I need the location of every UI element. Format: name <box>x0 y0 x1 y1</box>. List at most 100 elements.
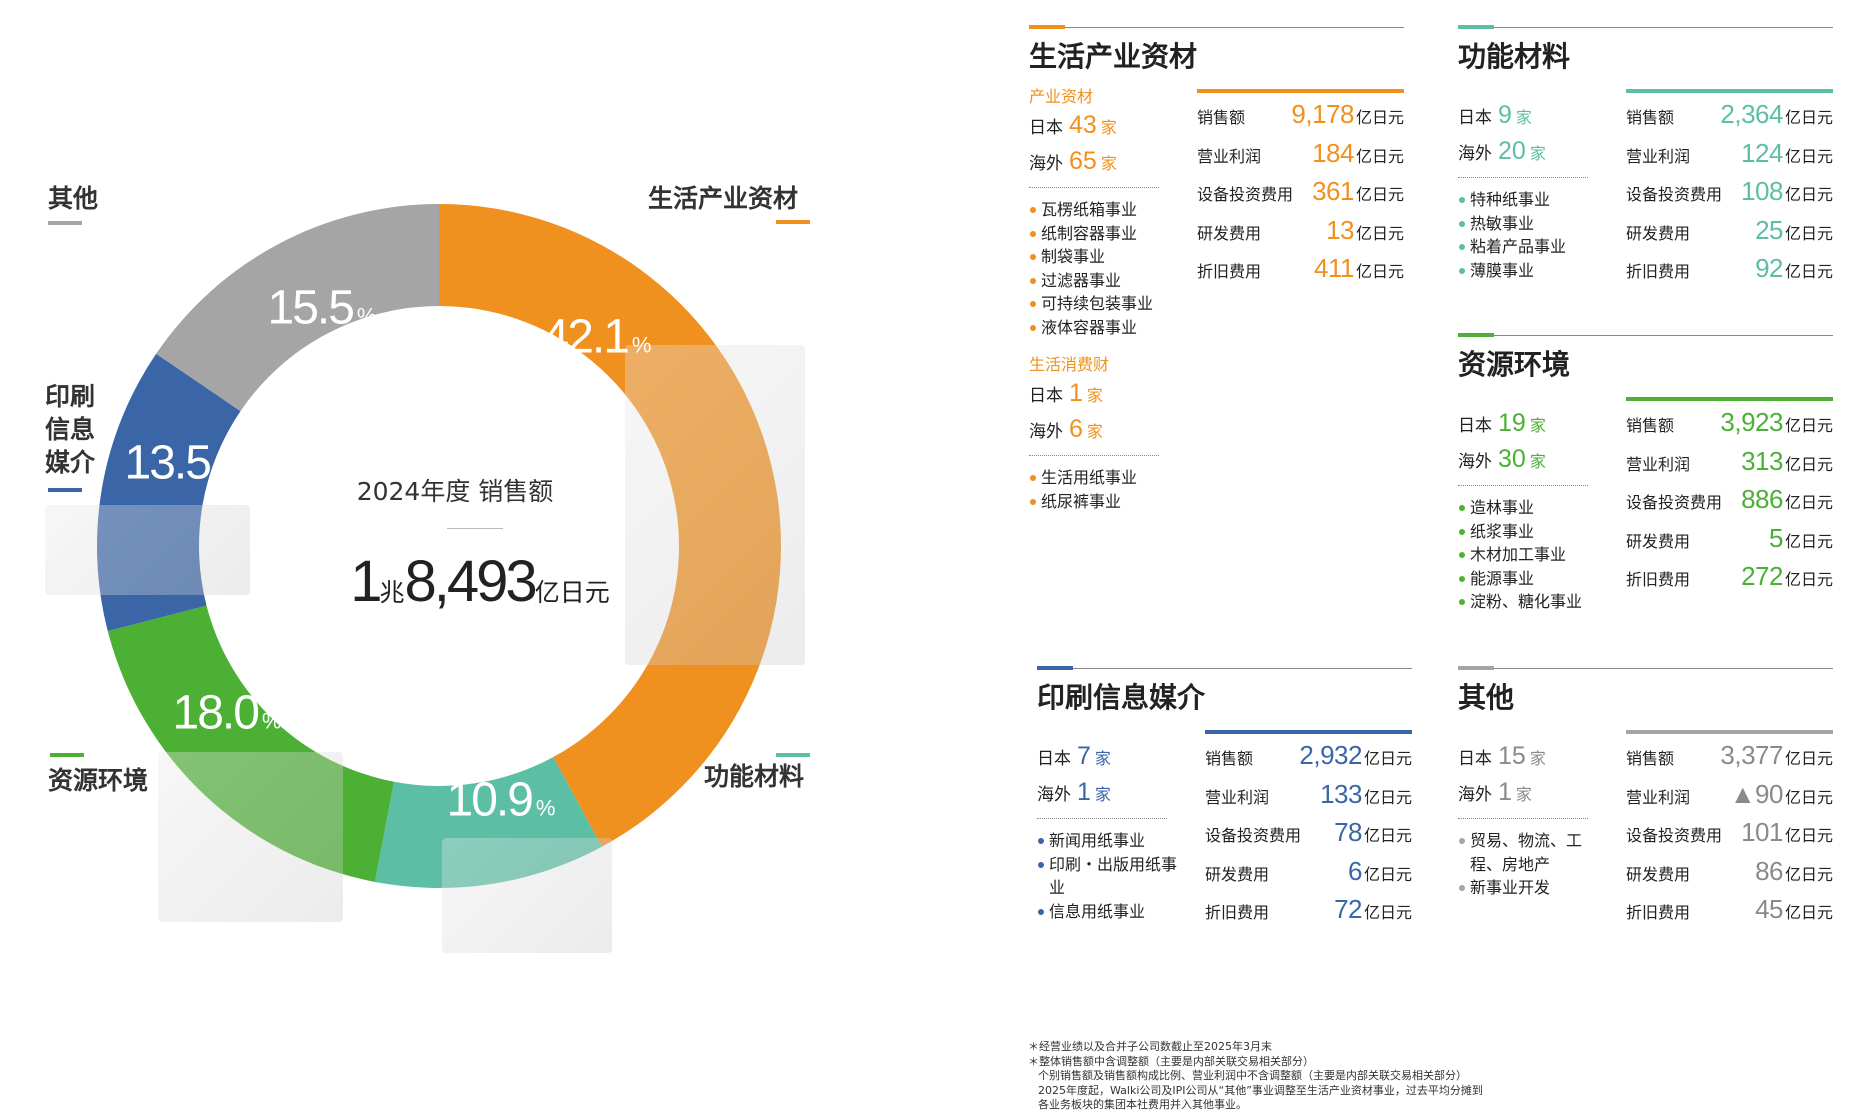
stat-label: 销售额 <box>1626 416 1675 435</box>
business-item: 薄膜事业 <box>1458 259 1598 283</box>
panel-accent <box>1458 25 1494 29</box>
stat-unit: 亿日元 <box>1784 570 1833 589</box>
stat-value: 72 <box>1334 894 1362 924</box>
slice-percent-label: 10.9% <box>447 773 556 828</box>
stat-unit: 亿日元 <box>1784 108 1833 127</box>
total-sales: 1兆8,493亿日元 <box>330 548 630 615</box>
region-label: 日本 <box>1458 108 1492 128</box>
business-list: 新闻用纸事业 印刷・出版用纸事业 信息用纸事业 <box>1037 829 1177 923</box>
business-list: 特种纸事业 热敏事业 粘着产品事业 薄膜事业 <box>1458 188 1598 282</box>
stat-value: 6 <box>1348 855 1362 886</box>
stat-value: 78 <box>1334 817 1362 847</box>
business-item: 瓦楞纸箱事业 <box>1029 198 1169 222</box>
donut-label-func: 功能材料 <box>704 762 805 791</box>
stat-row: 营业利润 ▲90 亿日元 <box>1626 779 1833 818</box>
stat-value: 272 <box>1741 561 1783 591</box>
donut-slice-3 <box>97 353 241 632</box>
region-label: 日本 <box>1037 749 1071 769</box>
company-count-overseas: 海外 20 家 <box>1458 135 1598 171</box>
stat-unit: 亿日元 <box>1355 223 1404 243</box>
company-count-japan: 日本 7 家 <box>1037 740 1177 776</box>
stat-label: 营业利润 <box>1205 787 1270 807</box>
footnote: 2025年度起，Walki公司及IPI公司从“其他”事业调整至生活产业资材事业，… <box>1038 1083 1483 1097</box>
stat-value: 108 <box>1741 176 1783 206</box>
business-item: 纸尿裤事业 <box>1029 490 1169 514</box>
stat-value: 886 <box>1741 484 1783 514</box>
stat-row: 研发费用 13 亿日元 <box>1197 215 1404 254</box>
stat-row: 研发费用 6 亿日元 <box>1205 856 1412 895</box>
region-label: 海外 <box>1458 144 1492 164</box>
stat-value: 9,178 <box>1291 99 1354 129</box>
panel-title: 其他 <box>1458 681 1515 714</box>
business-item: 纸制容器事业 <box>1029 222 1169 246</box>
stat-label: 折旧费用 <box>1205 903 1270 922</box>
company-count-overseas: 海外 65 家 <box>1029 145 1169 181</box>
stats-rule <box>1626 730 1833 734</box>
stat-row: 设备投资费用 108 亿日元 <box>1626 176 1833 215</box>
stat-label: 营业利润 <box>1626 454 1691 474</box>
company-count-overseas: 海外 6 家 <box>1029 413 1169 449</box>
stat-unit: 亿日元 <box>1784 185 1833 204</box>
stat-value: 2,932 <box>1299 740 1362 770</box>
stat-label: 销售额 <box>1197 108 1246 127</box>
business-list: 生活用纸事业 纸尿裤事业 <box>1029 466 1169 513</box>
business-item: 特种纸事业 <box>1458 188 1598 212</box>
stat-unit: 亿日元 <box>1784 749 1833 768</box>
panel-title: 生活产业资材 <box>1029 40 1198 73</box>
donut-label-life: 生活产业资材 <box>648 184 799 213</box>
label-bar <box>776 753 810 757</box>
percent-unit: % <box>535 795 556 821</box>
count-unit: 家 <box>1529 144 1546 163</box>
stats-table: 销售额 2,932 亿日元 营业利润 133 亿日元 设备投资费用 78 亿日元 研发费用 6 亿日元… <box>1205 730 1412 933</box>
stats-rule <box>1205 730 1412 734</box>
footnote: ＊整体销售额中含调整额（主要是内部关联交易相关部分） <box>1028 1054 1314 1068</box>
stat-row: 营业利润 313 亿日元 <box>1626 446 1833 485</box>
company-count-overseas: 海外 1 家 <box>1458 776 1598 812</box>
stat-label: 设备投资费用 <box>1205 826 1302 845</box>
panel-rule <box>1458 668 1833 669</box>
footnote: 个别销售额及销售额构成比例、营业利润中不含调整额（主要是内部关联交易相关部分） <box>1038 1069 1467 1082</box>
donut-label-print-text: 印刷信息媒介 <box>45 382 96 477</box>
stat-label: 折旧费用 <box>1626 903 1691 922</box>
label-bar <box>48 221 82 225</box>
stat-value: 25 <box>1755 214 1783 245</box>
stat-value: 133 <box>1320 778 1362 809</box>
stat-label: 营业利润 <box>1197 146 1262 166</box>
business-item: 淀粉、糖化事业 <box>1458 590 1598 614</box>
company-info: 日本 19 家海外 30 家造林事业 纸浆事业 木材加工事业 能源事业 淀粉、糖化事业 <box>1458 407 1598 628</box>
divider <box>1458 177 1588 178</box>
footnote: 各业务板块的集团本社费用并入其他事业。 <box>1038 1098 1247 1111</box>
panel-accent <box>1029 25 1065 29</box>
donut-slice-1 <box>374 757 602 888</box>
stat-unit: 亿日元 <box>1784 146 1833 166</box>
business-item: 贸易、物流、工程、房地产 <box>1458 829 1598 876</box>
stat-row: 研发费用 86 亿日元 <box>1626 856 1833 895</box>
sales-donut-chart <box>97 204 782 888</box>
business-item: 新事业开发 <box>1458 876 1598 900</box>
count-unit: 家 <box>1100 154 1117 173</box>
count-unit: 家 <box>1515 108 1532 127</box>
stat-label: 折旧费用 <box>1197 262 1262 281</box>
stat-value: 13 <box>1326 214 1354 245</box>
stat-unit: 亿日元 <box>1784 787 1833 807</box>
business-item: 生活用纸事业 <box>1029 466 1169 490</box>
stat-label: 研发费用 <box>1626 223 1691 243</box>
stat-unit: 亿日元 <box>1784 262 1833 281</box>
total-value: 8,493 <box>404 549 538 614</box>
product-photo-resource <box>158 752 343 922</box>
company-count-japan: 日本 19 家 <box>1458 407 1598 443</box>
panel-accent <box>1037 666 1073 670</box>
donut-label-res: 资源环境 <box>48 766 149 795</box>
count-value: 19 <box>1498 409 1526 437</box>
company-count-japan: 日本 9 家 <box>1458 99 1598 135</box>
stat-row: 折旧费用 45 亿日元 <box>1626 894 1833 933</box>
slice-percent-label: 15.5% <box>268 281 377 336</box>
stat-label: 研发费用 <box>1626 864 1691 884</box>
stats-rule <box>1626 89 1833 93</box>
stat-unit: 亿日元 <box>1355 262 1404 281</box>
stat-unit: 亿日元 <box>1784 903 1833 922</box>
panel-rule <box>1037 668 1412 669</box>
company-count-japan: 日本 1 家 <box>1029 377 1169 413</box>
slice-percent-label: 13.5% <box>125 436 234 491</box>
label-bar <box>50 753 84 757</box>
